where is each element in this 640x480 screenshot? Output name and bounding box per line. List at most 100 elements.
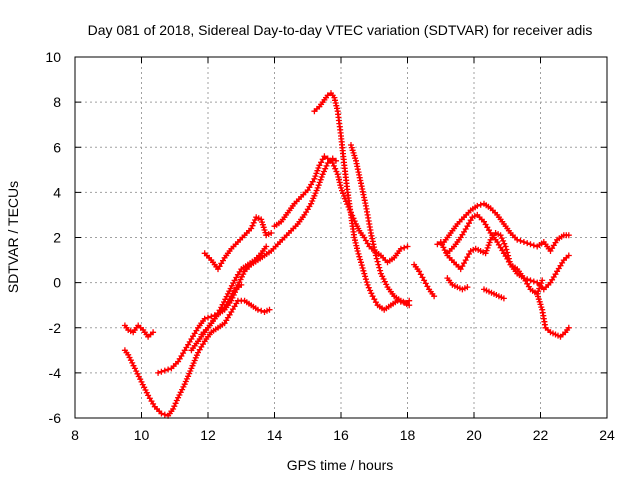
data-point [161, 367, 168, 374]
x-tick-label: 18 [400, 427, 416, 443]
x-axis-title: GPS time / hours [287, 457, 394, 473]
data-point [439, 241, 446, 248]
data-point [500, 237, 507, 244]
data-point [383, 281, 390, 288]
data-point [129, 359, 136, 366]
data-point [368, 290, 375, 297]
y-tick-label: 2 [53, 230, 61, 246]
data-point [312, 173, 319, 180]
data-point [332, 97, 338, 104]
data-point [165, 366, 172, 373]
y-tick-label: 0 [53, 275, 61, 291]
data-point [171, 403, 178, 410]
data-point [248, 225, 255, 232]
data-series-track-10 [411, 261, 438, 300]
data-point [537, 301, 544, 308]
data-point [377, 267, 384, 274]
data-point [524, 240, 531, 247]
data-point [172, 400, 179, 407]
y-tick-label: 6 [53, 139, 61, 155]
data-point [517, 237, 524, 244]
data-point [161, 411, 168, 418]
series-line [313, 91, 411, 311]
data-point [354, 248, 361, 254]
data-point [376, 264, 383, 271]
data-point [226, 288, 233, 295]
series-line [157, 283, 243, 374]
data-point [179, 386, 186, 393]
data-point [315, 182, 322, 189]
data-point [482, 250, 489, 257]
data-point [375, 261, 382, 268]
data-series-track-15 [481, 286, 507, 302]
chart-title: Day 081 of 2018, Sidereal Day-to-day VTE… [88, 22, 593, 38]
data-point [250, 219, 257, 226]
data-point [137, 376, 144, 383]
data-point [340, 190, 346, 197]
data-point [464, 284, 471, 291]
data-point [313, 170, 320, 177]
data-point [321, 153, 328, 160]
data-point [319, 171, 326, 178]
data-point [150, 329, 157, 336]
data-point [335, 174, 342, 180]
data-point [158, 410, 165, 417]
data-point [504, 249, 511, 256]
data-point [322, 165, 329, 172]
x-tick-label: 14 [267, 427, 283, 443]
data-point [191, 357, 198, 364]
data-point [252, 217, 258, 223]
x-tick-label: 12 [200, 427, 216, 443]
data-point [500, 295, 507, 302]
data-point [464, 254, 471, 261]
data-series-track-13 [444, 211, 572, 293]
data-point [263, 243, 270, 250]
data-point [483, 247, 490, 254]
data-point [258, 216, 265, 223]
data-point [311, 192, 318, 199]
data-point [520, 239, 527, 245]
data-point [514, 236, 521, 243]
data-series-track-5 [198, 243, 270, 338]
data-point [474, 202, 481, 209]
data-point [138, 378, 145, 385]
grid-layer [75, 57, 607, 418]
data-point [175, 394, 182, 401]
data-point [359, 265, 366, 271]
data-point [222, 296, 229, 303]
data-point [535, 288, 542, 295]
y-tick-label: 4 [53, 184, 61, 200]
data-point [323, 162, 330, 169]
data-point [181, 381, 188, 388]
data-series-track-8 [311, 90, 413, 313]
data-point [134, 370, 141, 377]
data-series-track-1 [121, 322, 157, 340]
data-point [317, 176, 324, 183]
data-point [406, 297, 413, 304]
data-point [373, 255, 380, 262]
data-point [334, 105, 340, 112]
data-point [254, 306, 261, 313]
data-point [236, 279, 243, 286]
data-point [351, 234, 358, 241]
data-point [266, 306, 273, 313]
data-series-track-2 [121, 297, 273, 419]
data-point [356, 253, 363, 260]
data-point [336, 176, 342, 183]
data-point [201, 315, 208, 322]
data-point [520, 275, 527, 282]
data-point [333, 102, 340, 109]
data-point [381, 278, 388, 285]
data-series-track-9 [348, 142, 413, 306]
data-point [503, 246, 510, 253]
data-point [362, 276, 369, 283]
data-point [404, 243, 411, 250]
data-point [238, 273, 245, 280]
data-point [330, 162, 337, 169]
data-point [484, 244, 491, 251]
data-point [316, 179, 323, 186]
data-point [170, 406, 177, 412]
data-point [367, 287, 374, 294]
data-point [524, 276, 531, 283]
x-tick-label: 8 [71, 427, 79, 443]
